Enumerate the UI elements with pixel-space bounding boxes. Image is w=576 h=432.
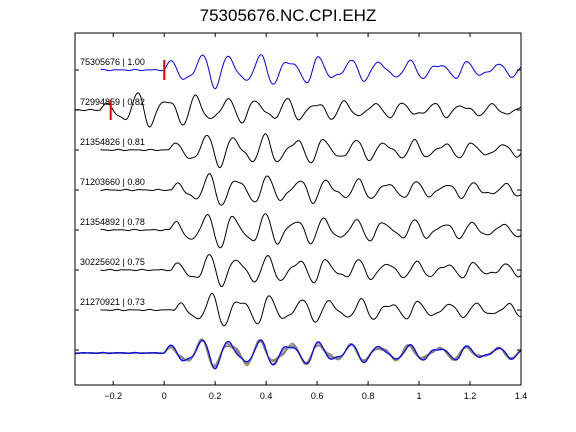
trace-label-21354892: 21354892 | 0.78 [80,217,145,227]
trace-21270921: 21270921 | 0.73 [80,292,522,327]
stack-overlay [74,338,522,370]
x-tick-label-7: 1.2 [464,391,477,401]
x-tick-label-2: 0.2 [209,391,222,401]
trace-label-30225602: 30225602 | 0.75 [80,257,145,267]
x-tick-label-5: 0.8 [362,391,375,401]
trace-label-21354826: 21354826 | 0.81 [80,137,145,147]
trace-30225602: 30225602 | 0.75 [80,254,522,288]
x-tick-label-8: 1.4 [515,391,528,401]
trace-line-75305676 [100,54,522,90]
trace-line-21270921 [100,292,522,327]
stack-trace-reference [74,339,522,370]
trace-72994859: 72994859 | 0.82 [74,92,522,128]
trace-75305676: 75305676 | 1.00 [80,54,522,90]
trace-label-75305676: 75305676 | 1.00 [80,57,145,67]
trace-line-30225602 [100,254,522,288]
axes-frame [74,32,522,386]
trace-label-71203660: 71203660 | 0.80 [80,177,145,187]
x-tick-label-1: 0 [162,391,167,401]
x-tick-label-3: 0.4 [260,391,273,401]
stack-trace-21354892 [74,339,522,370]
trace-line-21354892 [100,213,522,249]
trace-line-71203660 [100,173,522,206]
x-tick-label-4: 0.6 [311,391,324,401]
trace-label-72994859: 72994859 | 0.82 [80,97,145,107]
trace-line-72994859 [74,92,522,128]
trace-21354826: 21354826 | 0.81 [80,133,522,169]
trace-label-21270921: 21270921 | 0.73 [80,297,145,307]
x-tick-label-6: 1 [417,391,422,401]
trace-71203660: 71203660 | 0.80 [80,173,522,206]
trace-line-21354826 [100,133,522,169]
x-tick-label-0: −0.2 [104,391,122,401]
chart-title: 75305676.NC.CPI.EHZ [199,6,377,25]
trace-21354892: 21354892 | 0.78 [80,213,522,249]
